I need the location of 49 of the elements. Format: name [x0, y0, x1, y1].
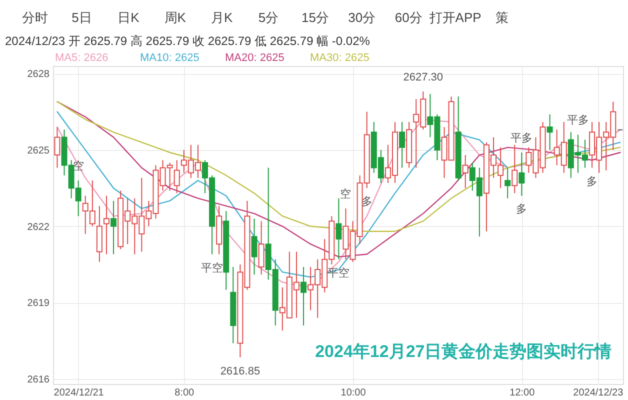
text: 30分: [348, 10, 376, 25]
candlestick: [251, 218, 258, 276]
x-tick-label: 10:00: [340, 388, 366, 398]
x-tick-label: 8:00: [174, 388, 195, 398]
candlestick: [546, 114, 553, 150]
text: 分时: [22, 10, 48, 25]
candlestick: [462, 154, 468, 189]
candlestick: [103, 195, 110, 255]
candlestick: [258, 220, 264, 276]
annotation: 多: [516, 204, 528, 216]
candlestick: [174, 160, 180, 194]
y-tick-label: 2625: [27, 145, 50, 156]
x-tick-label: 2024/12/23: [573, 388, 624, 398]
text: 5日: [72, 10, 92, 25]
annotation: 平多: [566, 114, 589, 127]
annotation: 2616.85: [220, 365, 260, 378]
candlestick: [110, 200, 117, 255]
text: 60分: [394, 10, 422, 25]
y-tick-label: 2616: [27, 374, 50, 386]
text: MA20: 2625: [225, 52, 284, 64]
candlestick: [518, 152, 525, 196]
candlestick: [336, 198, 342, 260]
candlestick: [54, 126, 60, 168]
annotation: 空: [340, 187, 352, 200]
y-tick-label: 2622: [27, 222, 50, 233]
text: 15分: [301, 10, 329, 25]
annotation: 平空: [201, 261, 224, 274]
text: 月K: [210, 10, 233, 25]
text: 打开APP: [428, 10, 482, 25]
text: MA30: 2625: [310, 52, 370, 64]
annotation: 平多: [510, 132, 533, 144]
text: MA10: 2625: [140, 52, 200, 64]
y-tick-label: 2628: [27, 69, 50, 80]
text: 周K: [164, 10, 186, 25]
text: MA5: 2626: [55, 52, 108, 64]
text: 日K: [118, 10, 140, 25]
annotation: 2627.30: [403, 71, 444, 84]
chart-subtitle: 2024/12/23 开 2625.79 高 2625.79 收 2625.79 低 2625.79 幅 -0.02%: [5, 34, 370, 48]
x-tick-label: 2024/12/21: [54, 388, 104, 398]
candlestick: [300, 266, 307, 326]
candlestick: [399, 121, 406, 168]
annotation: 多: [586, 176, 598, 188]
candlestick: [504, 167, 511, 199]
text: 5分: [258, 10, 279, 25]
text: 2024年12月27日黄金价走势图实时行情: [315, 342, 612, 362]
x-tick-label: 12:00: [510, 388, 536, 398]
candlestick: [512, 144, 518, 194]
y-tick-label: 2619: [27, 298, 50, 310]
text: 策: [496, 10, 508, 25]
